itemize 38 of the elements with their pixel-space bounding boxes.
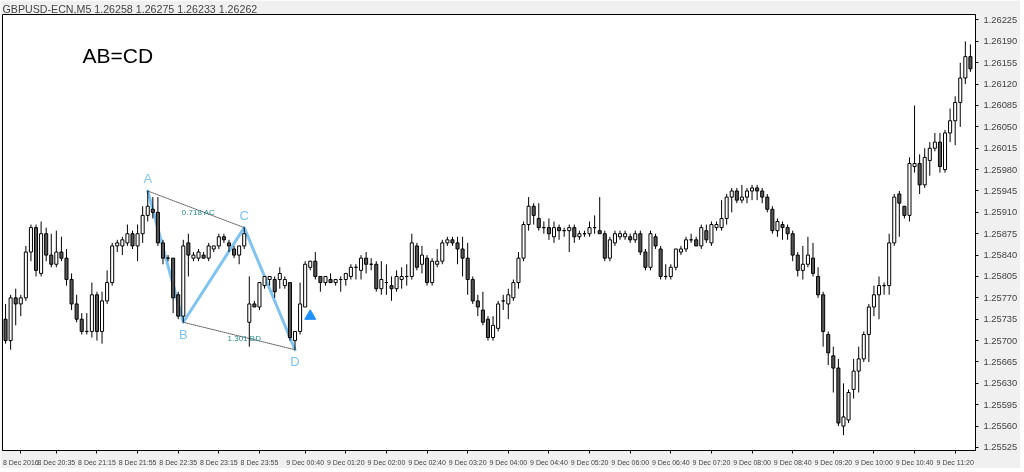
annotation: A	[143, 171, 153, 187]
y-tick-label: 1.25980	[983, 164, 1018, 175]
chart-title: GBPUSD-ECN,M5 1.26258 1.26275 1.26233 1.26262	[2, 2, 258, 15]
y-tick-label: 1.25560	[983, 421, 1018, 432]
candlestick	[826, 330, 831, 366]
annotation: 1.301 BD	[227, 334, 262, 344]
y-tick-label: 1.25735	[983, 314, 1018, 325]
annotation: B	[178, 326, 188, 342]
candlestick	[810, 242, 816, 277]
y-tick-label: 1.25630	[983, 378, 1018, 389]
candlestick	[221, 233, 226, 244]
candlestick	[551, 221, 557, 244]
y-tick-label: 1.26120	[983, 79, 1018, 90]
y-tick-label: 1.26190	[983, 36, 1018, 47]
annotation: D	[290, 354, 300, 370]
candlestick	[536, 202, 541, 232]
y-tick-label: 1.25525	[983, 442, 1018, 453]
annotation: C	[239, 208, 249, 224]
y-tick-label: 1.26225	[983, 15, 1018, 25]
y-tick-label: 1.26155	[983, 57, 1018, 68]
y-tick-label: 1.26050	[983, 121, 1018, 132]
candlestick	[876, 275, 882, 320]
y-tick-label: 1.25770	[983, 292, 1018, 303]
y-tick-label: 1.25595	[983, 399, 1018, 410]
y-tick-label: 1.26085	[983, 100, 1018, 111]
annotation: AB=CD	[82, 44, 154, 67]
annotation: 0.718 AC	[181, 208, 215, 218]
y-tick-label: 1.25875	[983, 228, 1018, 239]
y-tick-label: 1.25805	[983, 271, 1018, 282]
y-tick-label: 1.25665	[983, 356, 1018, 367]
y-tick-label: 1.25840	[983, 250, 1018, 261]
candlestick	[359, 254, 364, 281]
y-tick-label: 1.25700	[983, 335, 1018, 346]
y-tick-label: 1.25910	[983, 207, 1018, 218]
candlestick	[567, 224, 572, 253]
candlestick	[226, 239, 232, 253]
y-tick-label: 1.26015	[983, 143, 1018, 154]
y-tick-label: 1.25945	[983, 185, 1018, 196]
